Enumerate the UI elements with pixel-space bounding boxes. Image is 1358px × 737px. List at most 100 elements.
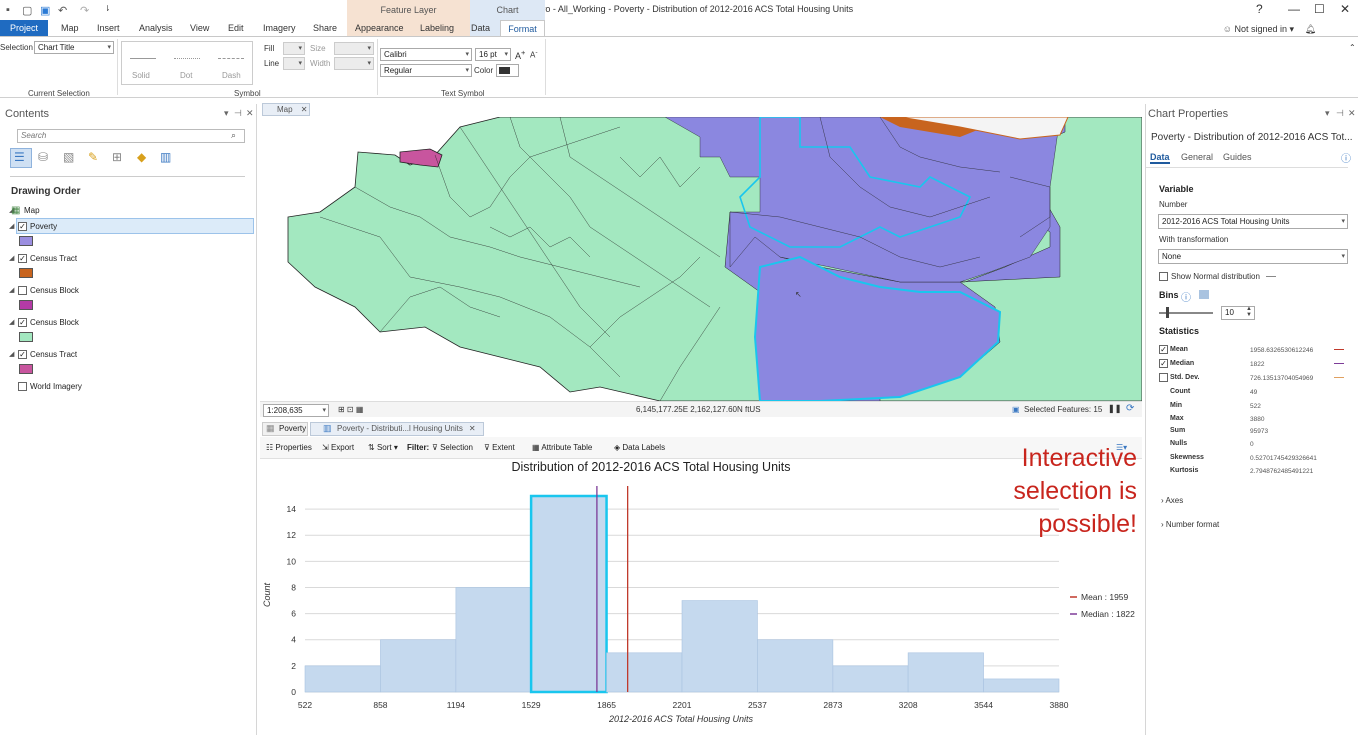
show-normal-checkbox[interactable] bbox=[1159, 272, 1168, 281]
fill-color-picker[interactable] bbox=[283, 42, 305, 55]
transformation-dropdown[interactable]: None bbox=[1158, 249, 1348, 264]
close-pane-icon[interactable]: ✕ bbox=[246, 108, 254, 118]
scale-dropdown[interactable]: 1:208,635 bbox=[263, 404, 329, 417]
data-labels-button[interactable]: ◈ Data Labels bbox=[614, 443, 666, 452]
layer-checkbox[interactable]: ✓ bbox=[18, 350, 27, 359]
pin-icon[interactable]: ⊣ bbox=[1336, 108, 1344, 118]
tab-analysis[interactable]: Analysis bbox=[139, 23, 173, 33]
axes-expander[interactable]: › Axes bbox=[1161, 496, 1184, 505]
notification-icon[interactable]: 🔔︎ bbox=[1304, 24, 1316, 34]
layer-row-selected[interactable] bbox=[16, 218, 254, 234]
line-color-picker[interactable] bbox=[283, 57, 305, 70]
expand-layer-icon[interactable]: ◢ bbox=[9, 351, 15, 358]
histogram-bar[interactable] bbox=[681, 600, 758, 693]
bins-input[interactable]: 10 bbox=[1221, 306, 1255, 320]
font-dropdown[interactable]: Calibri bbox=[380, 48, 472, 61]
new-icon[interactable]: ▢ bbox=[22, 5, 33, 17]
tab-data[interactable]: Data bbox=[471, 23, 491, 33]
histogram-chart[interactable]: Distribution of 2012-2016 ACS Total Hous… bbox=[260, 459, 1142, 735]
list-charts-icon[interactable]: ▥ bbox=[160, 150, 172, 164]
tab-imagery[interactable]: Imagery bbox=[263, 23, 296, 33]
mean-checkbox[interactable]: ✓ bbox=[1159, 345, 1168, 354]
font-style-dropdown[interactable]: Regular bbox=[380, 64, 472, 77]
tab-appearance[interactable]: Appearance bbox=[355, 23, 404, 33]
maximize-button[interactable]: ☐ bbox=[1314, 2, 1325, 16]
tab-insert[interactable]: Insert bbox=[97, 23, 120, 33]
expand-layer-icon[interactable]: ◢ bbox=[9, 319, 15, 326]
bin-color-swatch[interactable] bbox=[1199, 290, 1209, 299]
undo-icon[interactable]: ↶ bbox=[58, 5, 68, 17]
pin-icon[interactable]: ⊣ bbox=[234, 108, 242, 118]
layer-name[interactable]: Census Block bbox=[30, 318, 79, 327]
histogram-bar[interactable] bbox=[380, 639, 457, 693]
properties-button[interactable]: ☷ Properties bbox=[266, 443, 312, 452]
layer-checkbox[interactable]: ✓ bbox=[18, 254, 27, 263]
expand-layer-icon[interactable]: ◢ bbox=[9, 287, 15, 294]
font-size-dropdown[interactable]: 16 pt bbox=[475, 48, 511, 61]
size-input[interactable] bbox=[334, 42, 374, 55]
median-checkbox[interactable]: ✓ bbox=[1159, 359, 1168, 368]
histogram-bar-selected[interactable] bbox=[529, 494, 608, 694]
account-status[interactable]: ☺ Not signed in ▾ 🔔︎ bbox=[1223, 24, 1316, 35]
contents-search-input[interactable]: Search bbox=[17, 129, 245, 143]
sort-button[interactable]: ⇅ Sort ▾ bbox=[368, 443, 398, 452]
std-dev-line-swatch[interactable] bbox=[1334, 377, 1344, 378]
tab-poverty-table[interactable]: Poverty bbox=[262, 422, 308, 436]
line-style-gallery[interactable]: Solid Dot Dash bbox=[121, 41, 253, 85]
shrink-font-icon[interactable]: A- bbox=[530, 49, 538, 60]
filter-extent-button[interactable]: ⊽ Extent bbox=[484, 443, 515, 452]
tab-format[interactable]: Format bbox=[500, 20, 545, 37]
tab-histogram-chart[interactable]: Poverty - Distributi...l Housing Units ✕ bbox=[310, 422, 484, 436]
tab-map[interactable]: Map bbox=[61, 23, 79, 33]
customize-icon[interactable]: ⇂ bbox=[104, 4, 111, 13]
search-icon[interactable]: ⌕ bbox=[231, 130, 237, 140]
tab-data-props[interactable]: Data bbox=[1150, 152, 1170, 164]
list-by-selection-icon[interactable]: ▧ bbox=[63, 150, 75, 164]
histogram-bar[interactable] bbox=[983, 678, 1060, 693]
tab-project[interactable]: Project bbox=[0, 20, 48, 36]
help-button[interactable]: ? bbox=[1256, 2, 1263, 16]
map-node[interactable]: Map bbox=[24, 206, 40, 215]
list-by-labeling-icon[interactable]: ◆ bbox=[137, 150, 147, 164]
layer-name[interactable]: Census Block bbox=[30, 286, 79, 295]
expand-map-icon[interactable]: ◢ bbox=[9, 207, 15, 214]
list-by-editing-icon[interactable]: ✎ bbox=[88, 150, 99, 164]
bins-slider-handle[interactable] bbox=[1166, 307, 1169, 318]
layer-checkbox[interactable] bbox=[18, 382, 27, 391]
chart-menu-icon[interactable]: ☰▾ bbox=[1116, 443, 1128, 452]
minimize-button[interactable]: — bbox=[1288, 2, 1300, 16]
histogram-bar[interactable] bbox=[757, 639, 834, 693]
list-by-source-icon[interactable]: ⛁ bbox=[38, 150, 49, 164]
filter-selection-button[interactable]: ⊽ Selection bbox=[432, 443, 473, 452]
std-dev-checkbox[interactable] bbox=[1159, 373, 1168, 382]
pane-menu-icon[interactable]: ▾ bbox=[1325, 108, 1330, 118]
histogram-bar[interactable] bbox=[455, 587, 532, 693]
tab-labeling[interactable]: Labeling bbox=[420, 23, 455, 33]
layer-checkbox[interactable] bbox=[18, 286, 27, 295]
spinner-icon[interactable]: ▲ ▼ bbox=[1246, 306, 1252, 318]
grow-font-icon[interactable]: A+ bbox=[515, 48, 526, 61]
text-color-picker[interactable] bbox=[496, 64, 519, 77]
expand-layer-icon[interactable]: ◢ bbox=[9, 255, 15, 262]
selection-dropdown[interactable]: Chart Title bbox=[34, 41, 114, 54]
number-format-expander[interactable]: › Number format bbox=[1161, 520, 1220, 529]
export-button[interactable]: ⇲ Export bbox=[322, 443, 355, 452]
histogram-bar[interactable] bbox=[832, 665, 909, 693]
mean-line-swatch[interactable] bbox=[1334, 349, 1344, 350]
layer-checkbox[interactable]: ✓ bbox=[18, 222, 27, 231]
close-tab-icon[interactable]: ✕ bbox=[300, 105, 308, 114]
histogram-bar[interactable] bbox=[907, 652, 984, 693]
status-tool-icons[interactable]: ⊞ ⊡ ▦ bbox=[338, 405, 364, 414]
tab-share[interactable]: Share bbox=[313, 23, 338, 33]
layer-checkbox[interactable]: ✓ bbox=[18, 318, 27, 327]
tab-edit[interactable]: Edit bbox=[228, 23, 244, 33]
median-line-swatch[interactable] bbox=[1334, 363, 1344, 364]
redo-icon[interactable]: ↷ bbox=[80, 5, 90, 17]
width-input[interactable] bbox=[334, 57, 374, 70]
layer-name[interactable]: Census Tract bbox=[30, 254, 78, 263]
attribute-table-button[interactable]: ▦ Attribute Table bbox=[532, 443, 593, 452]
histogram-bar[interactable] bbox=[304, 665, 381, 693]
help-icon[interactable]: ⓘ bbox=[1341, 154, 1351, 165]
number-field-dropdown[interactable]: 2012-2016 ACS Total Housing Units bbox=[1158, 214, 1348, 229]
histogram-bar[interactable] bbox=[606, 652, 683, 693]
